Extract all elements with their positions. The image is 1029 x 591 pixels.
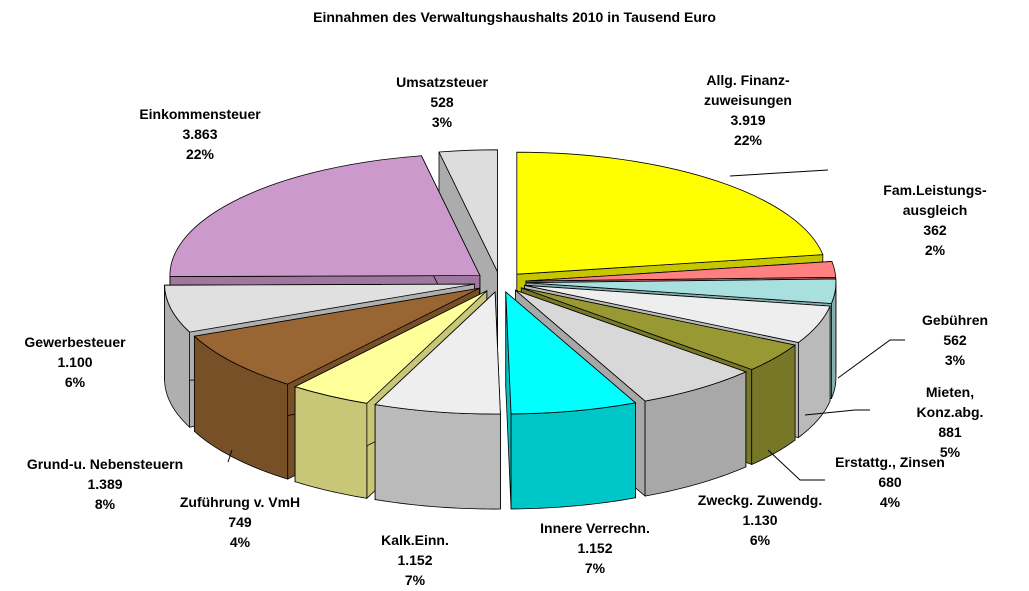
value-label: 1.152	[577, 540, 613, 556]
percent-label: 3%	[431, 114, 453, 130]
category-label: Kalk.Einn.	[381, 532, 449, 548]
percent-label: 4%	[879, 494, 901, 510]
value-label: 1.130	[742, 512, 778, 528]
leader-line	[767, 449, 825, 481]
category-label: Gebühren	[921, 312, 989, 328]
category-label: Zweckg. Zuwendg.	[697, 492, 823, 508]
slice	[516, 151, 824, 275]
slice	[505, 291, 637, 415]
data-label: Gebühren 562 3%	[922, 310, 988, 370]
value-label: 1.100	[57, 354, 93, 370]
data-label: Grund-u. Nebensteuern 1.389 8%	[27, 454, 183, 514]
data-label: Zuführung v. VmH 749 4%	[180, 492, 300, 552]
category-label: Erstattg., Zinsen	[835, 454, 945, 470]
value-label: 881	[938, 424, 962, 440]
data-label: Gewerbesteuer 1.100 6%	[24, 332, 125, 392]
slice	[525, 261, 837, 282]
value-label: 3.863	[182, 126, 218, 142]
category-label: Umsatzsteuer	[396, 74, 488, 90]
value-label: 1.389	[87, 476, 123, 492]
percent-label: 7%	[404, 572, 426, 588]
leader-line	[227, 449, 233, 463]
data-label: Kalk.Einn. 1.152 7%	[381, 530, 449, 590]
slice	[524, 284, 831, 343]
data-label: Umsatzsteuer 528 3%	[396, 72, 488, 132]
slice	[521, 287, 797, 370]
data-label: Erstattg., Zinsen 680 4%	[835, 452, 945, 512]
category-label: Innere Verrechn.	[540, 520, 650, 536]
slice-side	[374, 404, 501, 510]
leader-line	[729, 169, 829, 177]
data-label: Allg. Finanz- zuweisungen 3.919 22%	[704, 70, 792, 150]
leader-lines	[227, 169, 905, 481]
slice	[438, 149, 498, 272]
category-label: Fam.Leistungs- ausgleich	[883, 182, 987, 218]
slice-side	[294, 386, 368, 499]
value-label: 562	[943, 332, 967, 348]
value-label: 680	[878, 474, 902, 490]
percent-label: 22%	[733, 132, 763, 148]
percent-label: 6%	[749, 532, 771, 548]
category-label: Allg. Finanz- zuweisungen	[704, 72, 792, 108]
percent-label: 6%	[64, 374, 86, 390]
data-label: Innere Verrechn. 1.152 7%	[540, 518, 650, 578]
slice	[525, 278, 837, 304]
slice	[294, 290, 488, 404]
data-label: Zweckg. Zuwendg. 1.130 6%	[698, 490, 822, 550]
percent-label: 3%	[944, 352, 966, 368]
pie	[164, 149, 837, 510]
slice	[169, 155, 481, 277]
value-label: 362	[923, 222, 947, 238]
category-label: Einkommensteuer	[139, 106, 261, 122]
value-label: 1.152	[397, 552, 433, 568]
percent-label: 8%	[94, 496, 116, 512]
value-label: 528	[430, 94, 454, 110]
category-label: Gewerbesteuer	[24, 334, 126, 350]
percent-label: 22%	[185, 146, 215, 162]
data-label: Mieten, Konz.abg. 881 5%	[911, 382, 990, 462]
percent-label: 4%	[229, 534, 251, 550]
slice	[164, 283, 475, 333]
category-label: Mieten, Konz.abg.	[916, 384, 984, 420]
slice-side	[510, 402, 636, 510]
value-label: 749	[228, 514, 252, 530]
value-label: 3.919	[730, 112, 766, 128]
data-label: Fam.Leistungs- ausgleich 362 2%	[883, 180, 986, 260]
data-label: Einkommensteuer 3.863 22%	[139, 104, 260, 164]
leader-line	[837, 339, 905, 379]
percent-label: 7%	[584, 560, 606, 576]
chart-title: Einnahmen des Verwaltungshaushalts 2010 …	[313, 9, 716, 25]
percent-label: 2%	[924, 242, 946, 258]
category-label: Grund-u. Nebensteuern	[26, 456, 184, 472]
leader-line	[804, 409, 870, 416]
slice	[515, 289, 747, 402]
percent-label: 5%	[939, 444, 961, 460]
slice	[374, 291, 501, 415]
category-label: Zuführung v. VmH	[179, 494, 301, 510]
slice	[193, 287, 480, 385]
